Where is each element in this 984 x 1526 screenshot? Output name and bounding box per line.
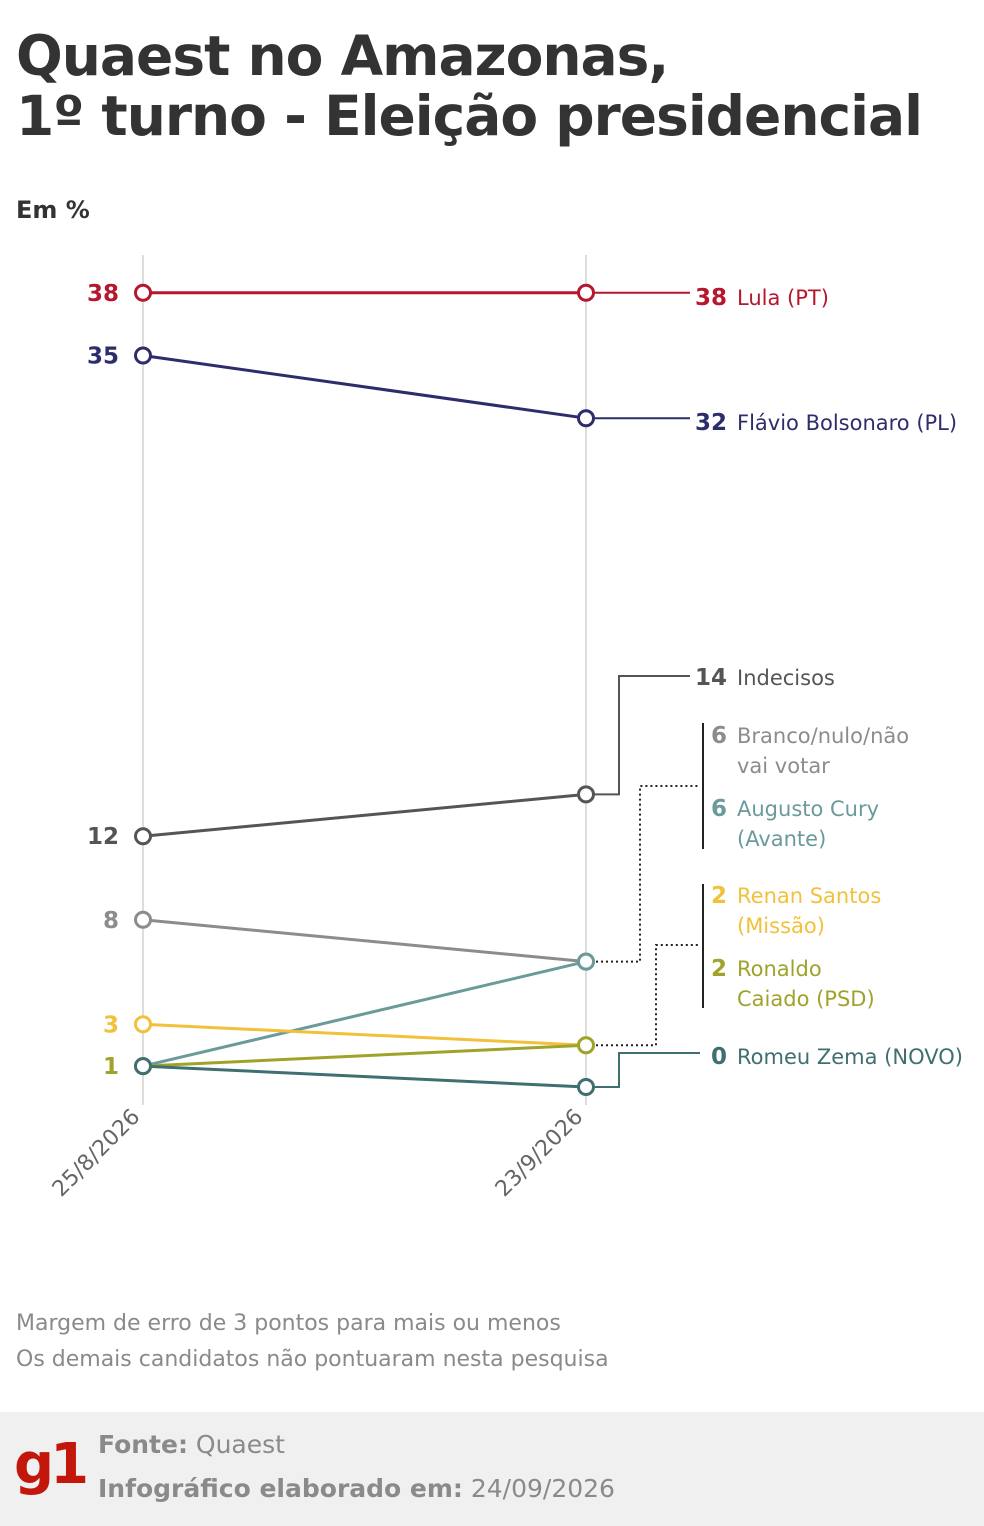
marker-3-0: [134, 910, 152, 929]
g1-logo: g1: [14, 1432, 89, 1497]
x-tick-label: 25/8/2026: [48, 1105, 145, 1202]
end-name-label: Branco/nulo/não: [737, 724, 909, 748]
source-label: Fonte:: [98, 1430, 188, 1459]
end-name-label: Romeu Zema (NOVO): [737, 1045, 963, 1069]
x-tick-label: 23/9/2026: [491, 1105, 588, 1202]
marker-2-0: [134, 827, 152, 846]
end-name-label: Flávio Bolsonaro (PL): [737, 411, 957, 435]
marker-7-1: [577, 1078, 595, 1096]
marker-7-0: [134, 1057, 152, 1076]
marker-1-1: [577, 409, 595, 428]
unit-label: Em %: [16, 196, 90, 224]
end-value-label: 6: [711, 796, 727, 822]
source-line: Fonte: Quaest: [98, 1430, 285, 1459]
marker-1-0: [134, 346, 152, 365]
series-line-7: [142, 1064, 587, 1089]
start-value-label: 35: [87, 344, 119, 370]
title-line-1: Quaest no Amazonas,: [16, 24, 669, 88]
note-others: Os demais candidatos não pontuaram nesta…: [16, 1347, 609, 1372]
end-name-label: (Missão): [737, 914, 825, 938]
start-value-label: 38: [87, 281, 119, 307]
date-line: Infográfico elaborado em: 24/09/2026: [98, 1474, 615, 1503]
connector-indecisos: [586, 675, 690, 796]
series-line-3: [142, 918, 587, 964]
series-line-4: [142, 960, 587, 1068]
marker-0-0: [134, 283, 152, 302]
source-value: Quaest: [195, 1430, 285, 1459]
end-name-label: Caiado (PSD): [737, 987, 875, 1011]
series-line-5: [142, 1022, 587, 1047]
note-margin: Margem de erro de 3 pontos para mais ou …: [16, 1311, 561, 1336]
start-value-label: 8: [103, 908, 119, 934]
end-value-label: 2: [711, 883, 727, 909]
marker-4-1: [577, 952, 595, 971]
line-chart: 25/8/2026 23/9/2026 38 35 12 8 3 1 38 Lula (PT) 32…: [48, 255, 963, 1202]
end-name-label: Indecisos: [737, 666, 835, 690]
start-value-label: 1: [103, 1054, 119, 1080]
start-value-label: 3: [103, 1012, 119, 1038]
footer: g1 Fonte: Quaest Infográfico elaborado e…: [0, 1412, 984, 1526]
end-value-label: 0: [711, 1044, 727, 1070]
end-name-label: (Avante): [737, 827, 826, 851]
end-value-label: 2: [711, 956, 727, 982]
end-value-label: 38: [695, 285, 727, 311]
end-name-label: Ronaldo: [737, 957, 822, 981]
end-name-label: Lula (PT): [737, 286, 829, 310]
chart-title: Quaest no Amazonas, 1º turno - Eleição p…: [16, 26, 976, 146]
marker-2-1: [577, 785, 595, 804]
series-line-2: [142, 792, 587, 838]
marker-6-1: [577, 1036, 595, 1055]
end-name-label: Renan Santos: [737, 884, 881, 908]
connector-two: [586, 944, 700, 1047]
date-label: Infográfico elaborado em:: [98, 1474, 463, 1503]
series-line-6: [142, 1043, 587, 1068]
connector-six: [586, 785, 700, 963]
end-name-label: Augusto Cury: [737, 797, 879, 821]
notes: Margem de erro de 3 pontos para mais ou …: [16, 1306, 609, 1378]
end-name-label: vai votar: [737, 754, 830, 778]
title-line-2: 1º turno - Eleição presidencial: [16, 84, 923, 148]
end-value-label: 32: [695, 410, 727, 436]
end-value-label: 6: [711, 723, 727, 749]
end-value-label: 14: [695, 665, 727, 691]
date-value: 24/09/2026: [470, 1474, 615, 1503]
series-line-1: [142, 354, 587, 420]
connector-zema: [586, 1052, 700, 1088]
start-value-label: 12: [87, 824, 119, 850]
marker-0-1: [577, 283, 595, 302]
marker-5-0: [134, 1015, 152, 1034]
